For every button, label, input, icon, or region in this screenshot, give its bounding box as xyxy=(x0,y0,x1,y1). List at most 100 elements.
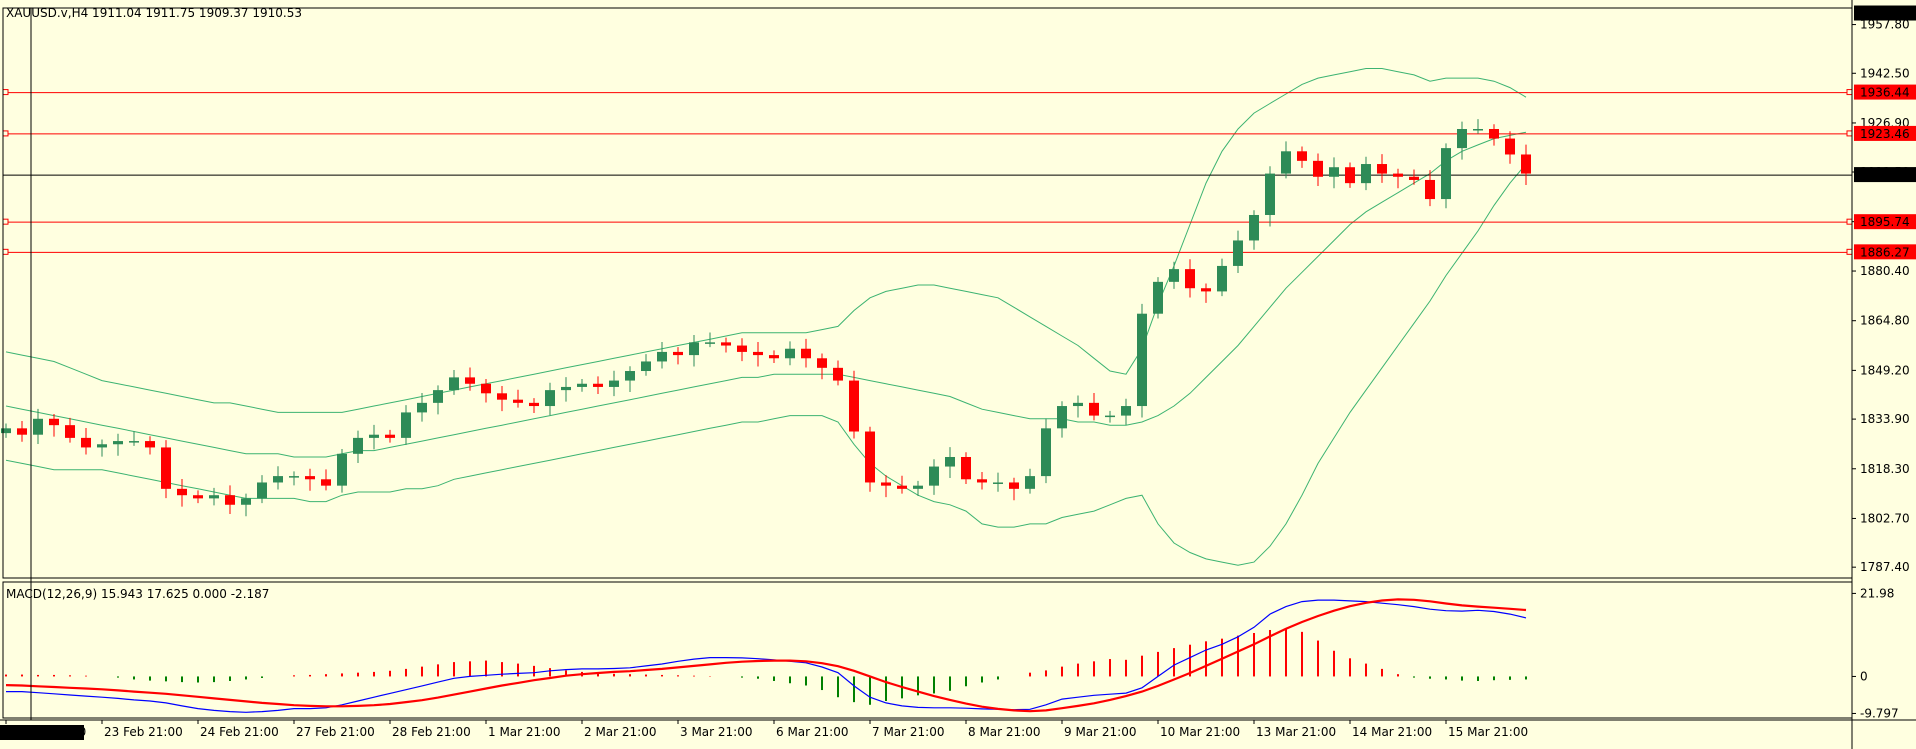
candle-body xyxy=(817,358,827,368)
price-label-box xyxy=(1854,167,1916,183)
candle-body xyxy=(497,393,507,400)
candle-body xyxy=(1041,428,1051,477)
candle-body xyxy=(1345,167,1355,184)
y-tick-label: 1849.20 xyxy=(1860,363,1910,377)
bollinger-upper-line xyxy=(5,68,1527,413)
candle-body xyxy=(209,495,219,499)
candle-body xyxy=(145,441,155,448)
candle-body xyxy=(929,466,939,486)
macd-line xyxy=(6,599,1527,713)
macd-y-tick-label: 0 xyxy=(1860,669,1868,683)
price-label: 1895.74 xyxy=(1860,215,1910,229)
x-tick-label: 9 Mar 21:00 xyxy=(1064,725,1137,739)
candle-body xyxy=(769,355,779,359)
candle-body xyxy=(225,495,235,505)
candle-body xyxy=(385,434,395,438)
x-tick-label: 6 Mar 21:00 xyxy=(776,725,849,739)
candle-body xyxy=(641,361,651,372)
y-tick-label: 1833.90 xyxy=(1860,412,1910,426)
candle-body xyxy=(417,402,427,413)
candle-body xyxy=(49,418,59,426)
candle-body xyxy=(993,482,1003,484)
candle-body xyxy=(1441,148,1451,200)
candle-body xyxy=(673,351,683,356)
candle-body xyxy=(1505,138,1515,155)
price-panel xyxy=(1,68,1853,566)
x-tick-label: 7 Mar 21:00 xyxy=(872,725,945,739)
candle-body xyxy=(1249,214,1259,241)
price-label: 1923.46 xyxy=(1860,127,1910,141)
price-label-box xyxy=(1854,5,1916,21)
candle-body xyxy=(257,482,267,499)
y-tick-label: 1880.40 xyxy=(1860,264,1910,278)
candle-body xyxy=(593,383,603,387)
candle-body xyxy=(513,399,523,403)
candle-body xyxy=(273,476,283,483)
x-tick-label: 3 Mar 21:00 xyxy=(680,725,753,739)
x-tick-label: 8 Mar 21:00 xyxy=(968,725,1041,739)
candle-body xyxy=(561,386,571,391)
level-handle xyxy=(1846,89,1853,96)
x-tick-label: 23.02.23 5:00 xyxy=(2,725,86,739)
candle-body xyxy=(337,453,347,486)
macd-y-tick-label: 21.98 xyxy=(1860,586,1894,600)
candle-body xyxy=(577,383,587,387)
candle-body xyxy=(1393,173,1403,177)
candle-body xyxy=(833,367,843,381)
candle-body xyxy=(1,428,11,434)
candle-body xyxy=(289,476,299,478)
candle-body xyxy=(465,377,475,384)
candle-body xyxy=(657,351,667,362)
y-tick-label: 1787.40 xyxy=(1860,560,1910,574)
macd-title: MACD(12,26,9) 15.943 17.625 0.000 -2.187 xyxy=(6,587,269,601)
price-label: 1910.53 xyxy=(1860,168,1910,182)
candle-body xyxy=(1169,269,1179,282)
candle-body xyxy=(705,342,715,344)
candle-body xyxy=(801,348,811,359)
candle-body xyxy=(1361,164,1371,184)
candle-body xyxy=(369,434,379,438)
x-tick-label: 24 Feb 21:00 xyxy=(200,725,279,739)
candle-body xyxy=(785,348,795,359)
candle-body xyxy=(849,380,859,432)
x-tick-label: 10 Mar 21:00 xyxy=(1160,725,1240,739)
candle-body xyxy=(721,342,731,346)
candle-body xyxy=(1121,406,1131,416)
bollinger-middle-line xyxy=(5,131,1527,458)
candle-body xyxy=(1377,164,1387,174)
candle-body xyxy=(1489,129,1499,139)
candle-body xyxy=(17,428,27,435)
candle-body xyxy=(1297,151,1307,161)
candle-body xyxy=(1265,173,1275,215)
level-handle xyxy=(1846,218,1853,225)
candle-body xyxy=(1521,154,1531,174)
candle-body xyxy=(1281,151,1291,174)
x-tick-label: 27 Feb 21:00 xyxy=(296,725,375,739)
ohlc-title: XAUUSD.v,H4 1911.04 1911.75 1909.37 1910… xyxy=(6,6,302,20)
y-tick-label: 1818.30 xyxy=(1860,462,1910,476)
candle-body xyxy=(449,377,459,391)
candle-body xyxy=(1057,406,1067,429)
x-label-highlight xyxy=(0,725,84,740)
candle-body xyxy=(113,441,123,445)
level-handle xyxy=(2,89,9,96)
candle-body xyxy=(1185,269,1195,289)
candle-body xyxy=(1009,482,1019,489)
candle-body xyxy=(1425,179,1435,200)
candle-body xyxy=(177,488,187,496)
candle-body xyxy=(625,371,635,381)
x-tick-label: 28 Feb 21:00 xyxy=(392,725,471,739)
level-handle xyxy=(2,218,9,225)
candle-body xyxy=(1153,281,1163,314)
price-label: 1961.27 xyxy=(1860,7,1910,21)
candle-body xyxy=(1137,313,1147,407)
candle-body xyxy=(161,447,171,489)
candle-body xyxy=(1329,167,1339,177)
candle-body xyxy=(1313,160,1323,177)
candle-body xyxy=(609,380,619,387)
candle-body xyxy=(321,479,331,486)
candle-body xyxy=(897,485,907,489)
x-tick-label: 15 Mar 21:00 xyxy=(1448,725,1528,739)
